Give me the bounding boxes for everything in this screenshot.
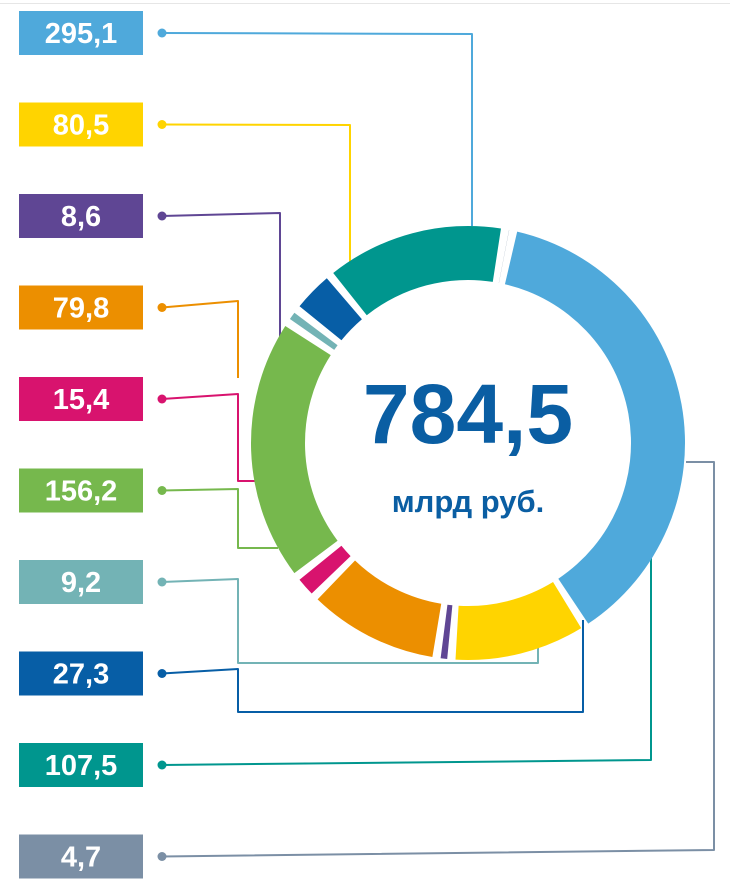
value-label-text: 27,3 — [53, 659, 109, 691]
value-labels: 295,1 80,5 8,6 79,8 15,4 156,2 9,2 27,3 107,5 4,7 — [19, 11, 143, 879]
connector-line-4 — [161, 300, 239, 378]
value-label-3: 8,6 — [19, 194, 143, 238]
donut-segment-3 — [440, 604, 453, 659]
value-label-6: 156,2 — [19, 468, 143, 513]
center-total-unit: млрд руб. — [392, 484, 545, 519]
donut-segment-5 — [299, 545, 351, 594]
center-total-value: 784,5 — [363, 367, 573, 461]
donut-segment-10 — [498, 229, 510, 283]
connector-dot-6 — [157, 486, 167, 495]
value-label-text: 156,2 — [45, 476, 118, 508]
connector-line-10 — [161, 461, 715, 858]
donut-segment-4 — [317, 560, 442, 658]
connector-dot-3 — [157, 211, 167, 221]
connector-line-5 — [161, 393, 258, 482]
value-label-text: 107,5 — [45, 750, 118, 782]
connector-dot-1 — [157, 28, 167, 38]
connector-line-6 — [161, 488, 278, 549]
value-label-1: 295,1 — [19, 11, 143, 55]
connector-dot-7 — [157, 577, 167, 587]
donut-segment-7 — [289, 312, 338, 350]
donut-segment-1 — [504, 231, 685, 624]
connector-line-2 — [161, 123, 351, 265]
donut-segment-9 — [333, 226, 501, 316]
donut-segment-2 — [455, 582, 582, 660]
connector-dot-2 — [157, 120, 167, 129]
value-label-8: 27,3 — [19, 651, 143, 696]
top-divider — [0, 3, 730, 4]
connector-lines — [157, 28, 715, 861]
donut-segment-6 — [251, 325, 338, 574]
connector-dot-4 — [157, 303, 167, 312]
value-label-2: 80,5 — [19, 102, 143, 147]
connector-dot-10 — [157, 852, 167, 861]
connector-dot-5 — [157, 394, 167, 404]
value-label-7: 9,2 — [19, 560, 143, 604]
value-label-text: 79,8 — [53, 293, 109, 325]
value-label-4: 79,8 — [19, 285, 143, 330]
connector-line-1 — [161, 32, 473, 226]
value-label-text: 295,1 — [45, 18, 118, 50]
value-label-text: 9,2 — [61, 567, 101, 599]
value-label-5: 15,4 — [19, 377, 143, 421]
value-label-10: 4,7 — [19, 834, 143, 879]
donut-segments — [251, 226, 685, 660]
connector-line-3 — [161, 212, 281, 338]
connector-dot-8 — [157, 669, 167, 678]
value-label-text: 15,4 — [53, 384, 109, 416]
connector-line-7 — [161, 578, 539, 664]
donut-segment-8 — [299, 278, 362, 341]
value-label-text: 4,7 — [61, 842, 101, 874]
connector-line-8 — [161, 620, 584, 713]
value-label-text: 80,5 — [53, 110, 109, 142]
value-label-9: 107,5 — [19, 743, 143, 787]
value-label-text: 8,6 — [61, 201, 101, 233]
connector-dot-9 — [157, 760, 167, 770]
connector-line-9 — [161, 556, 652, 766]
